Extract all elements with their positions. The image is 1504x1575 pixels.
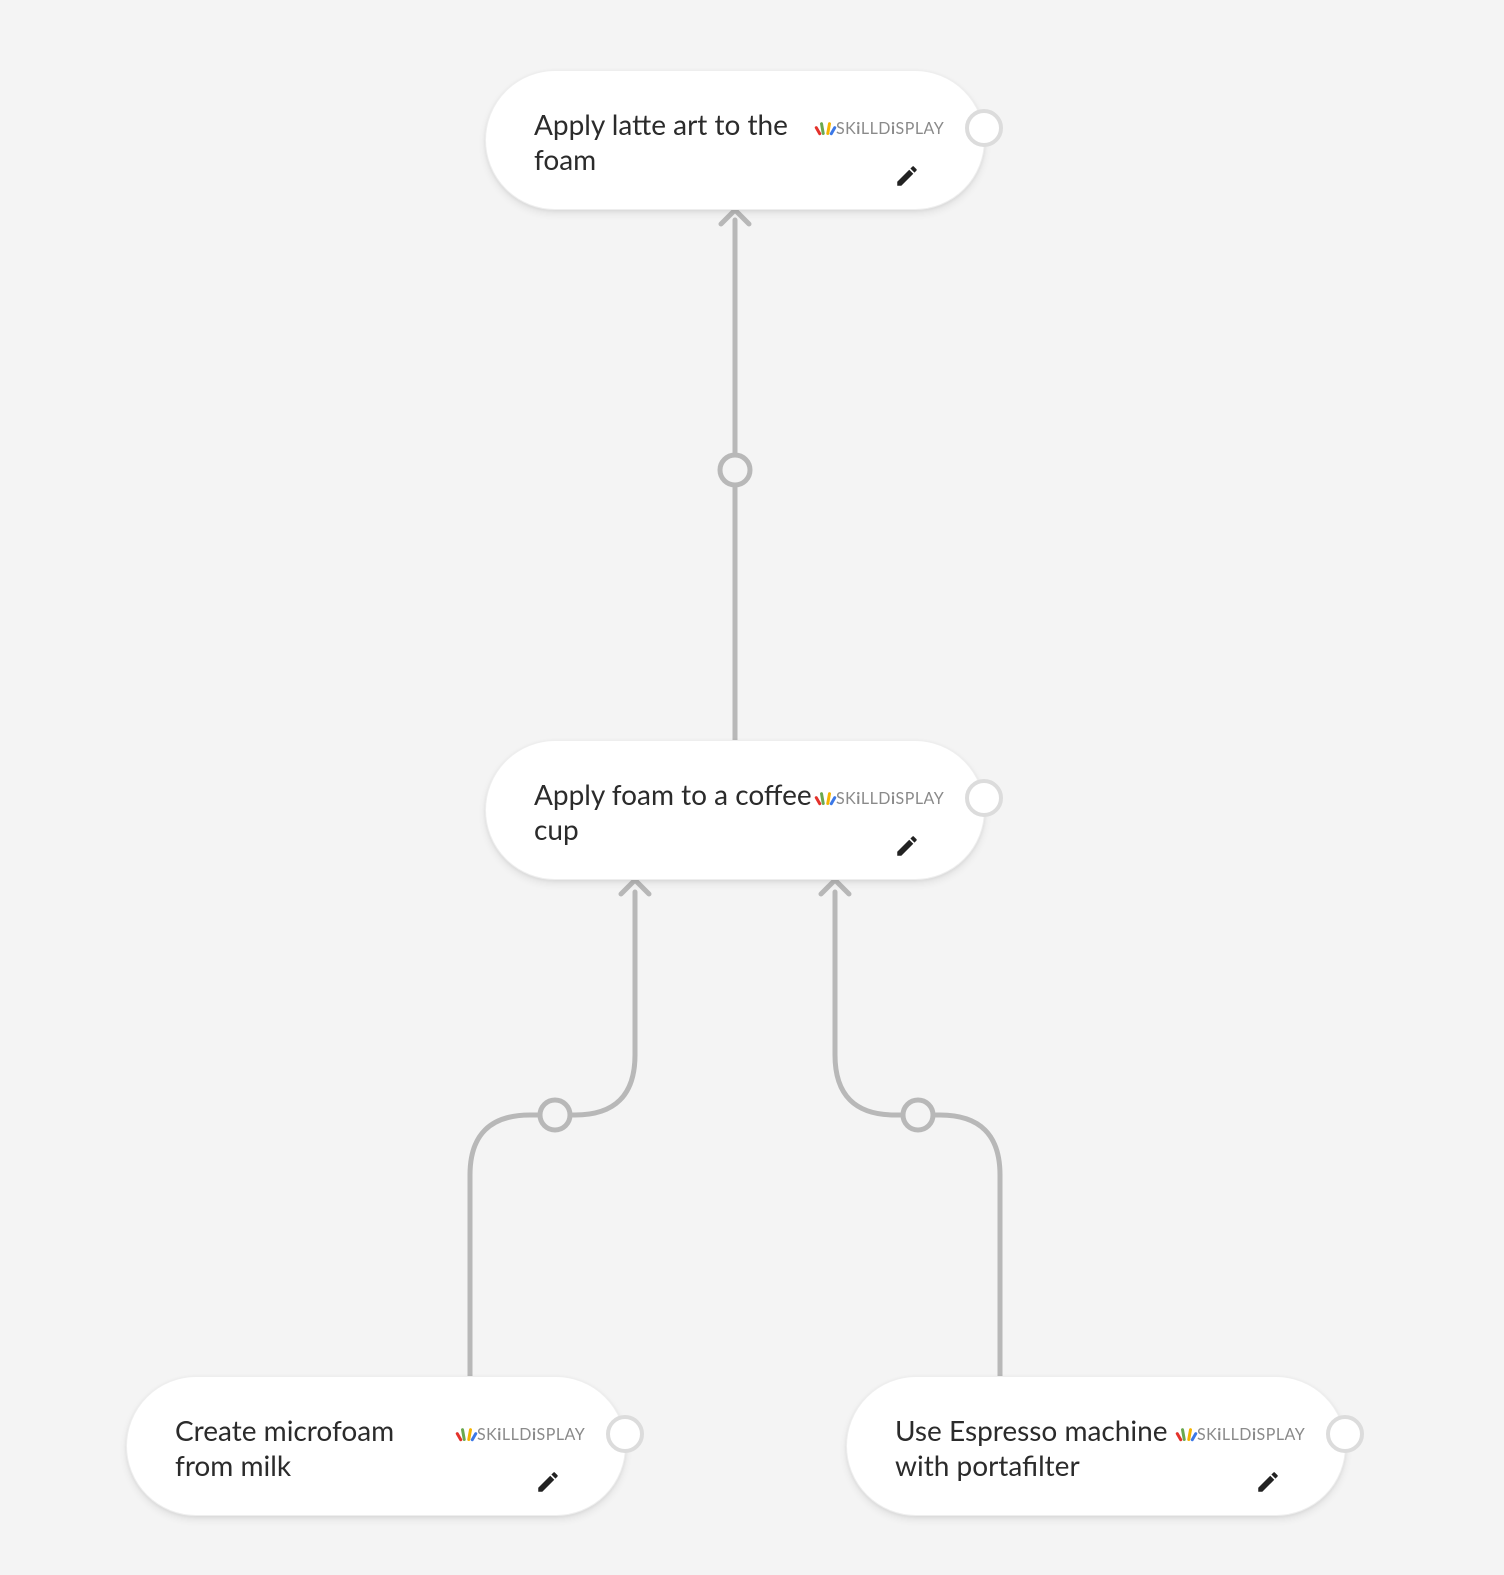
- edit-pencil-icon[interactable]: [535, 1469, 561, 1495]
- edge-waypoint: [903, 1100, 933, 1130]
- edge-microfoam-to-apply_foam: [470, 892, 635, 1376]
- status-ring-icon[interactable]: [965, 109, 1003, 147]
- skilldisplay-logo: SKiLLDiSPLAY: [1179, 1425, 1305, 1444]
- skilldisplay-logo-icon: [1179, 1428, 1193, 1442]
- skill-node-apply_foam[interactable]: Apply foam to a coffee cup SKiLLDiSPLAY: [485, 740, 985, 880]
- edit-pencil-icon[interactable]: [1255, 1469, 1281, 1495]
- status-ring-icon[interactable]: [606, 1415, 644, 1453]
- skilldisplay-logo: SKiLLDiSPLAY: [818, 789, 944, 808]
- skilldisplay-logo-text: SKiLLDiSPLAY: [1197, 1425, 1305, 1444]
- edge-espresso-to-apply_foam: [835, 892, 1000, 1376]
- skilldisplay-logo-text: SKiLLDiSPLAY: [477, 1425, 585, 1444]
- skilldisplay-logo: SKiLLDiSPLAY: [459, 1425, 585, 1444]
- skilldisplay-logo-text: SKiLLDiSPLAY: [836, 789, 944, 808]
- skilldisplay-logo: SKiLLDiSPLAY: [818, 119, 944, 138]
- edge-waypoint: [720, 455, 750, 485]
- skill-node-title: Apply foam to a coffee cup: [534, 777, 814, 847]
- status-ring-icon[interactable]: [1326, 1415, 1364, 1453]
- skilldisplay-logo-text: SKiLLDiSPLAY: [836, 119, 944, 138]
- edit-pencil-icon[interactable]: [894, 833, 920, 859]
- edge-waypoint: [540, 1100, 570, 1130]
- skilldisplay-logo-icon: [818, 792, 832, 806]
- skill-node-microfoam[interactable]: Create microfoam from milk SKiLLDiSPLAY: [126, 1376, 626, 1516]
- skill-tree-canvas: Apply latte art to the foamSKiLLDiSPLAYA…: [0, 0, 1504, 1575]
- skill-node-latte_art[interactable]: Apply latte art to the foam SKiLLDiSPLAY: [485, 70, 985, 210]
- skilldisplay-logo-icon: [818, 122, 832, 136]
- skill-node-title: Use Espresso machine with portafilter: [895, 1413, 1175, 1483]
- skilldisplay-logo-icon: [459, 1428, 473, 1442]
- edit-pencil-icon[interactable]: [894, 163, 920, 189]
- skill-node-title: Create microfoam from milk: [175, 1413, 455, 1483]
- status-ring-icon[interactable]: [965, 779, 1003, 817]
- skill-node-espresso[interactable]: Use Espresso machine with portafilter SKi…: [846, 1376, 1346, 1516]
- skill-node-title: Apply latte art to the foam: [534, 107, 814, 177]
